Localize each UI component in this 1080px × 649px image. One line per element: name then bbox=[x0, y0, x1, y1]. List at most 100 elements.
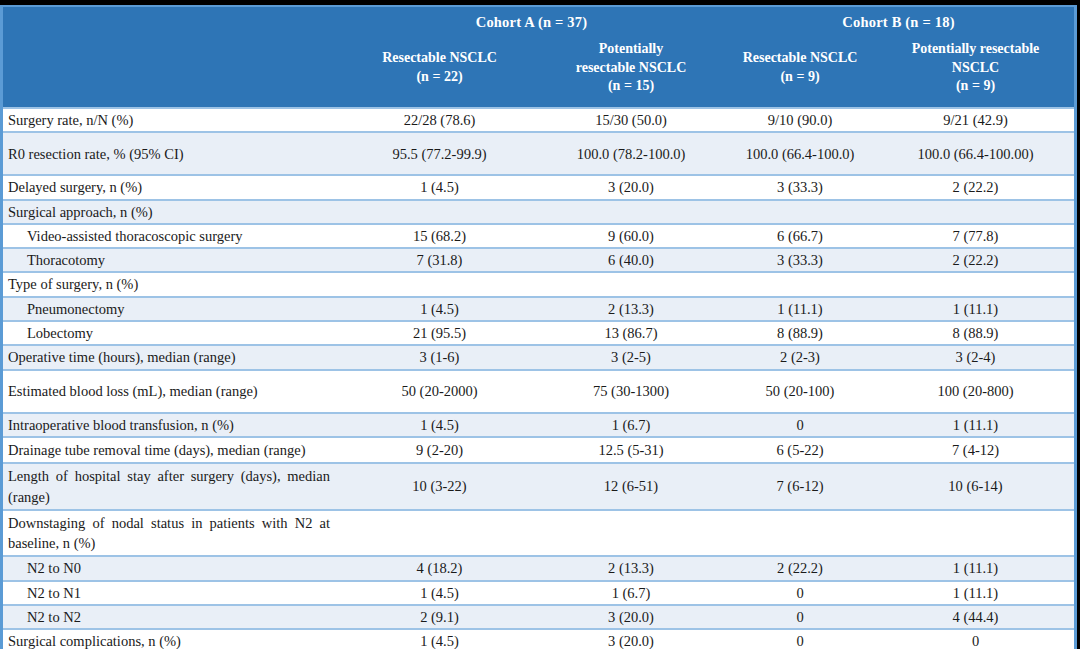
table-row: Video-assisted thoracoscopic surgery15 (… bbox=[3, 223, 1074, 247]
row-value: 8 (88.9) bbox=[723, 322, 877, 344]
row-label: N2 to N2 bbox=[3, 606, 340, 628]
row-value: 2 (22.2) bbox=[723, 557, 877, 579]
row-value bbox=[877, 201, 1074, 223]
table-row: Lobectomy21 (95.5)13 (86.7)8 (88.9)8 (88… bbox=[3, 320, 1074, 344]
row-value: 7 (31.8) bbox=[340, 249, 539, 271]
row-value bbox=[340, 511, 539, 556]
table-row: R0 resection rate, % (95% CI)95.5 (77.2-… bbox=[3, 131, 1074, 174]
row-value: 1 (11.1) bbox=[877, 582, 1074, 604]
table-row: Surgical approach, n (%) bbox=[3, 199, 1074, 223]
row-value: 15 (68.2) bbox=[340, 225, 539, 247]
table-row: N2 to N04 (18.2)2 (13.3)2 (22.2)1 (11.1) bbox=[3, 555, 1074, 579]
row-value: 3 (20.0) bbox=[539, 176, 723, 198]
row-label: N2 to N0 bbox=[3, 557, 340, 579]
cohort-a-header: Cohort A (n = 37) bbox=[340, 14, 723, 37]
column-header-potentially-resectable-a: Potentially resectable NSCLC (n = 15) bbox=[539, 37, 723, 107]
row-label: N2 to N1 bbox=[3, 582, 340, 604]
row-value bbox=[723, 273, 877, 295]
row-value: 9/21 (42.9) bbox=[877, 109, 1074, 131]
row-value: 10 (6-14) bbox=[877, 464, 1074, 509]
row-value: 1 (4.5) bbox=[340, 176, 539, 198]
row-value: 1 (11.1) bbox=[723, 298, 877, 320]
row-value: 7 (6-12) bbox=[723, 464, 877, 509]
row-value: 9/10 (90.0) bbox=[723, 109, 877, 131]
row-value: 1 (11.1) bbox=[877, 414, 1074, 436]
row-value: 50 (20-2000) bbox=[340, 371, 539, 412]
cohort-header-row: Cohort A (n = 37) Cohort B (n = 18) bbox=[3, 7, 1074, 37]
row-value bbox=[723, 511, 877, 556]
row-value bbox=[877, 273, 1074, 295]
row-value: 3 (2-4) bbox=[877, 346, 1074, 368]
row-value: 6 (66.7) bbox=[723, 225, 877, 247]
row-label: Pneumonectomy bbox=[3, 298, 340, 320]
table-row: Thoracotomy7 (31.8)6 (40.0)3 (33.3)2 (22… bbox=[3, 247, 1074, 271]
row-value: 2 (9.1) bbox=[340, 606, 539, 628]
row-value: 100.0 (66.4-100.00) bbox=[877, 133, 1074, 174]
row-label: Type of surgery, n (%) bbox=[3, 273, 340, 295]
row-value: 3 (2-5) bbox=[539, 346, 723, 368]
row-label: Surgical complications, n (%) bbox=[3, 630, 340, 649]
row-value: 3 (1-6) bbox=[340, 346, 539, 368]
row-label: Surgical approach, n (%) bbox=[3, 201, 340, 223]
table-row: Downstaging of nodal status in patients … bbox=[3, 509, 1074, 556]
row-value: 3 (33.3) bbox=[723, 249, 877, 271]
table-row: N2 to N11 (4.5)1 (6.7)01 (11.1) bbox=[3, 580, 1074, 604]
row-value: 9 (60.0) bbox=[539, 225, 723, 247]
row-label: Thoracotomy bbox=[3, 249, 340, 271]
row-value: 2 (22.2) bbox=[877, 249, 1074, 271]
row-value: 75 (30-1300) bbox=[539, 371, 723, 412]
row-value: 3 (20.0) bbox=[539, 606, 723, 628]
row-value: 1 (4.5) bbox=[340, 298, 539, 320]
row-value: 10 (3-22) bbox=[340, 464, 539, 509]
table-row: Type of surgery, n (%) bbox=[3, 271, 1074, 295]
row-value: 0 bbox=[723, 582, 877, 604]
row-value bbox=[340, 201, 539, 223]
row-label: Lobectomy bbox=[3, 322, 340, 344]
column-header-resectable-a: Resectable NSCLC (n = 22) bbox=[340, 37, 539, 107]
row-value: 100 (20-800) bbox=[877, 371, 1074, 412]
row-value: 100.0 (66.4-100.0) bbox=[723, 133, 877, 174]
row-label: Estimated blood loss (mL), median (range… bbox=[3, 371, 340, 412]
row-value: 12 (6-51) bbox=[539, 464, 723, 509]
row-value: 2 (13.3) bbox=[539, 557, 723, 579]
table-row: Drainage tube removal time (days), media… bbox=[3, 436, 1074, 462]
row-value: 3 (33.3) bbox=[723, 176, 877, 198]
table-row: Pneumonectomy1 (4.5)2 (13.3)1 (11.1)1 (1… bbox=[3, 296, 1074, 320]
table-row: Intraoperative blood transfusion, n (%)1… bbox=[3, 412, 1074, 436]
row-value: 1 (11.1) bbox=[877, 298, 1074, 320]
row-value: 13 (86.7) bbox=[539, 322, 723, 344]
row-value: 2 (13.3) bbox=[539, 298, 723, 320]
row-value: 6 (5-22) bbox=[723, 438, 877, 462]
row-label: Downstaging of nodal status in patients … bbox=[3, 511, 340, 556]
row-value: 4 (18.2) bbox=[340, 557, 539, 579]
row-value bbox=[877, 511, 1074, 556]
row-value: 0 bbox=[877, 630, 1074, 649]
row-label: Operative time (hours), median (range) bbox=[3, 346, 340, 368]
row-value: 2 (2-3) bbox=[723, 346, 877, 368]
row-label: R0 resection rate, % (95% CI) bbox=[3, 133, 340, 174]
row-value: 50 (20-100) bbox=[723, 371, 877, 412]
table-body: Surgery rate, n/N (%)22/28 (78.6)15/30 (… bbox=[3, 109, 1074, 649]
table-row: Estimated blood loss (mL), median (range… bbox=[3, 369, 1074, 412]
row-value: 1 (4.5) bbox=[340, 414, 539, 436]
row-label-column-spacer bbox=[3, 14, 340, 37]
row-label: Video-assisted thoracoscopic surgery bbox=[3, 225, 340, 247]
table-row: Surgical complications, n (%)1 (4.5)3 (2… bbox=[3, 628, 1074, 649]
row-value: 3 (20.0) bbox=[539, 630, 723, 649]
table-row: Operative time (hours), median (range)3 … bbox=[3, 344, 1074, 368]
row-value: 7 (4-12) bbox=[877, 438, 1074, 462]
row-value: 15/30 (50.0) bbox=[539, 109, 723, 131]
row-value: 2 (22.2) bbox=[877, 176, 1074, 198]
table-row: N2 to N22 (9.1)3 (20.0)04 (44.4) bbox=[3, 604, 1074, 628]
table-row: Delayed surgery, n (%)1 (4.5)3 (20.0)3 (… bbox=[3, 174, 1074, 198]
row-value: 9 (2-20) bbox=[340, 438, 539, 462]
row-value: 12.5 (5-31) bbox=[539, 438, 723, 462]
row-value: 7 (77.8) bbox=[877, 225, 1074, 247]
table-row: Surgery rate, n/N (%)22/28 (78.6)15/30 (… bbox=[3, 109, 1074, 131]
row-value: 0 bbox=[723, 414, 877, 436]
row-value: 21 (95.5) bbox=[340, 322, 539, 344]
row-value bbox=[539, 201, 723, 223]
subgroup-header-row: Resectable NSCLC (n = 22) Potentially re… bbox=[3, 37, 1074, 107]
row-value: 1 (4.5) bbox=[340, 630, 539, 649]
row-value bbox=[539, 511, 723, 556]
